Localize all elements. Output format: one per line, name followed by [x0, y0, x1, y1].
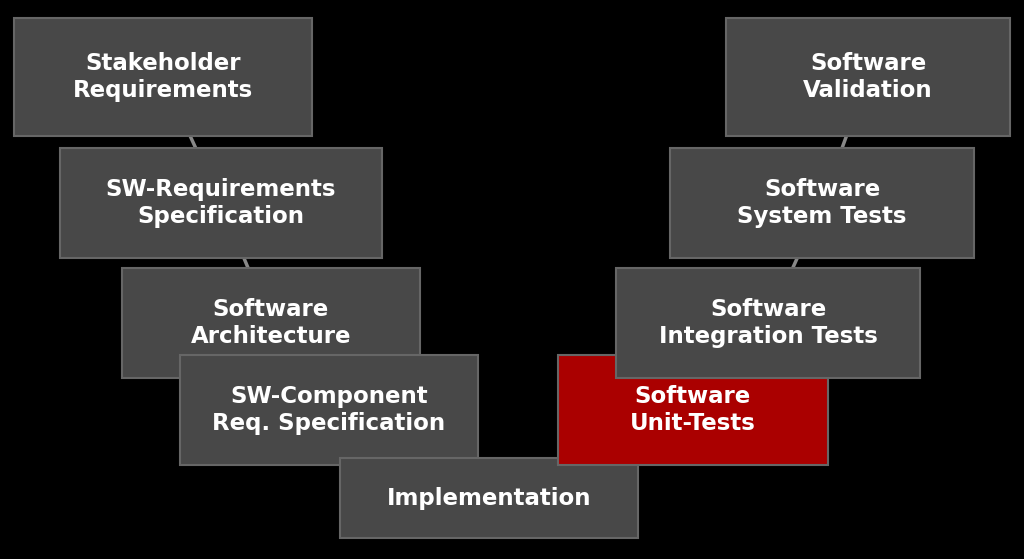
- Text: Implementation: Implementation: [387, 486, 591, 509]
- Bar: [558, 355, 828, 465]
- Text: Software
System Tests: Software System Tests: [737, 178, 906, 228]
- Bar: [670, 148, 974, 258]
- Text: Stakeholder
Requirements: Stakeholder Requirements: [73, 52, 253, 102]
- Bar: [340, 458, 638, 538]
- Bar: [60, 148, 382, 258]
- Bar: [122, 268, 420, 378]
- Text: SW-Component
Req. Specification: SW-Component Req. Specification: [212, 385, 445, 435]
- Text: Software
Unit-Tests: Software Unit-Tests: [630, 385, 756, 435]
- Bar: [616, 268, 920, 378]
- Text: Software
Architecture: Software Architecture: [190, 298, 351, 348]
- Bar: [14, 18, 312, 136]
- Bar: [180, 355, 478, 465]
- Bar: [726, 18, 1010, 136]
- Text: Software
Integration Tests: Software Integration Tests: [658, 298, 878, 348]
- Text: SW-Requirements
Specification: SW-Requirements Specification: [105, 178, 336, 228]
- Text: Software
Validation: Software Validation: [803, 52, 933, 102]
